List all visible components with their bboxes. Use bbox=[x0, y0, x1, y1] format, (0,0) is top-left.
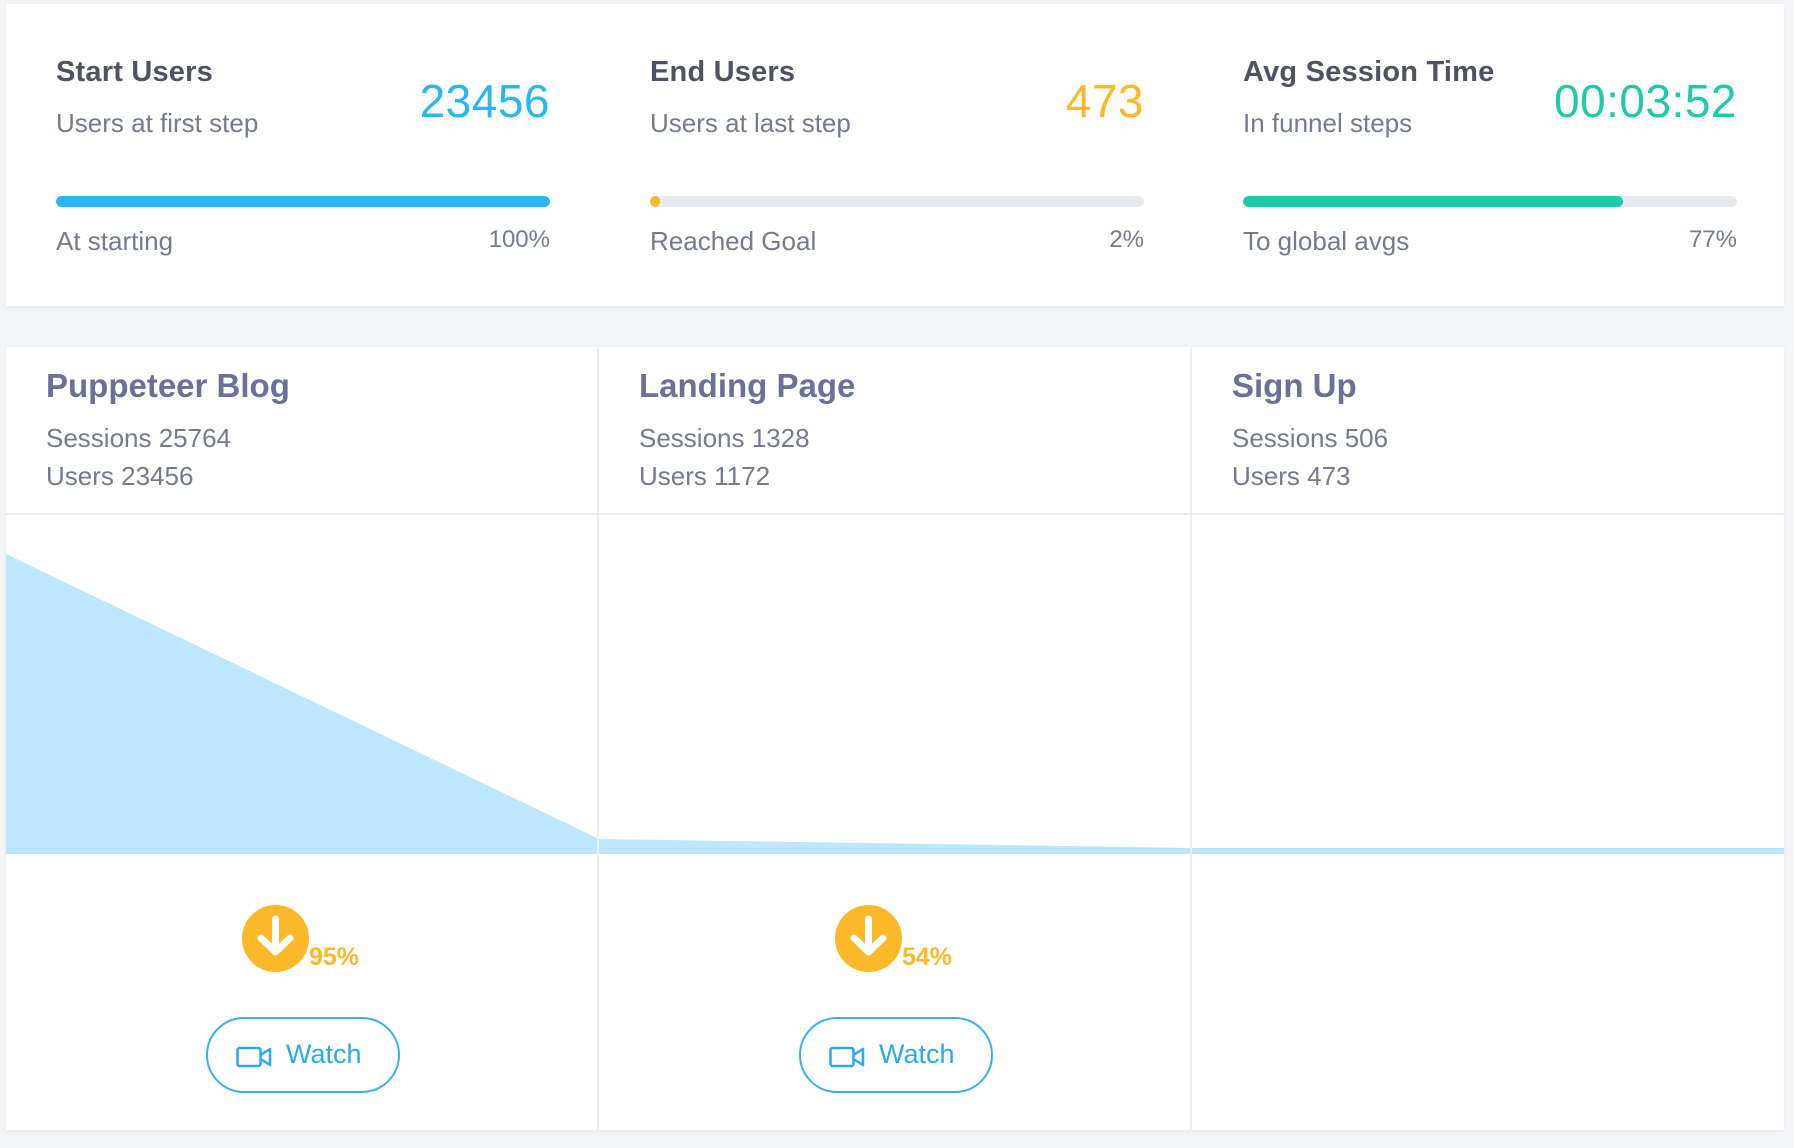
stat-value: 23456 bbox=[419, 75, 550, 127]
progress-bar bbox=[650, 196, 1144, 207]
stat-title: End Users bbox=[650, 56, 796, 88]
drop-off-indicator: 95% bbox=[242, 905, 402, 975]
step-title: Landing Page bbox=[639, 367, 856, 404]
funnel-area-segment bbox=[6, 554, 599, 854]
step-sessions: Sessions 506 bbox=[1232, 423, 1389, 453]
drop-off-percent: 54% bbox=[902, 943, 953, 971]
stat-footer-percent: 2% bbox=[1109, 226, 1144, 253]
funnel-step-sign-up: Sign Up Sessions 506 Users 473 bbox=[1192, 347, 1785, 1130]
video-camera-icon bbox=[829, 1046, 865, 1068]
video-camera-icon bbox=[236, 1046, 272, 1068]
watch-button[interactable]: Watch bbox=[799, 1017, 993, 1093]
step-title: Sign Up bbox=[1232, 367, 1357, 404]
funnel-area-chart bbox=[6, 554, 1784, 854]
step-header: Landing Page Sessions 1328 Users 1172 bbox=[599, 347, 1190, 515]
stat-subtitle: In funnel steps bbox=[1243, 108, 1413, 138]
funnel-chart: Puppeteer Blog Sessions 25764 Users 2345… bbox=[6, 347, 1785, 1130]
stat-avg-session-time: Avg Session Time In funnel steps 00:03:5… bbox=[1243, 4, 1737, 306]
step-users: Users 1172 bbox=[639, 461, 771, 491]
stat-value: 00:03:52 bbox=[1553, 75, 1737, 127]
stat-end-users: End Users Users at last step 473 Reached… bbox=[650, 4, 1144, 306]
drop-off-indicator: 54% bbox=[835, 905, 995, 975]
stat-footer-label: At starting bbox=[56, 226, 174, 256]
stat-start-users: Start Users Users at first step 23456 At… bbox=[56, 4, 550, 306]
drop-off-percent: 95% bbox=[309, 943, 360, 971]
step-users: Users 23456 bbox=[46, 461, 194, 491]
arrow-down-circle-icon bbox=[835, 905, 902, 972]
funnel-area-segment bbox=[599, 839, 1192, 854]
progress-bar-fill bbox=[56, 196, 550, 207]
step-sessions: Sessions 25764 bbox=[46, 423, 232, 453]
progress-bar-fill bbox=[1243, 196, 1624, 207]
arrow-down-circle-icon bbox=[242, 905, 309, 972]
stats-card: Start Users Users at first step 23456 At… bbox=[6, 4, 1784, 306]
step-header: Sign Up Sessions 506 Users 473 bbox=[1192, 347, 1785, 515]
step-sessions: Sessions 1328 bbox=[639, 423, 810, 453]
stat-title: Start Users bbox=[56, 56, 213, 88]
watch-button-label: Watch bbox=[286, 1039, 362, 1069]
step-users: Users 473 bbox=[1232, 461, 1351, 491]
funnel-area-segment bbox=[1192, 847, 1784, 854]
stat-title: Avg Session Time bbox=[1243, 56, 1495, 88]
stat-footer-percent: 100% bbox=[488, 226, 550, 253]
progress-bar-fill bbox=[650, 196, 660, 207]
step-header: Puppeteer Blog Sessions 25764 Users 2345… bbox=[6, 347, 597, 515]
progress-bar bbox=[1243, 196, 1737, 207]
stat-value: 473 bbox=[1065, 75, 1144, 127]
stat-footer-label: To global avgs bbox=[1243, 226, 1410, 256]
step-title: Puppeteer Blog bbox=[46, 367, 290, 404]
watch-button[interactable]: Watch bbox=[206, 1017, 400, 1093]
stat-subtitle: Users at last step bbox=[650, 108, 851, 138]
watch-button-label: Watch bbox=[879, 1039, 955, 1069]
stat-footer-label: Reached Goal bbox=[650, 226, 817, 256]
funnel-step-landing-page: Landing Page Sessions 1328 Users 1172 54… bbox=[599, 347, 1192, 1130]
progress-bar bbox=[56, 196, 550, 207]
stat-subtitle: Users at first step bbox=[56, 108, 259, 138]
funnel-step-puppeteer-blog: Puppeteer Blog Sessions 25764 Users 2345… bbox=[6, 347, 599, 1130]
stat-footer-percent: 77% bbox=[1688, 226, 1737, 253]
